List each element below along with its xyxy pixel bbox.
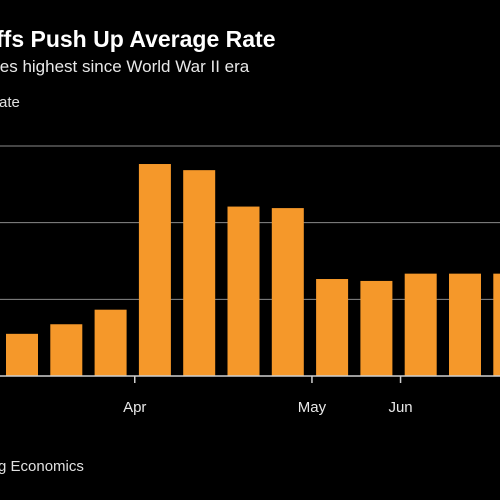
- bar: [316, 279, 349, 376]
- x-tick-label: Apr: [123, 399, 146, 416]
- y-axis-unit-label: rate: [0, 94, 20, 111]
- bar: [404, 273, 437, 376]
- source-note: rg Economics: [0, 458, 84, 475]
- bar: [94, 309, 127, 376]
- bar: [138, 164, 171, 376]
- bar: [227, 206, 260, 376]
- bar: [183, 170, 216, 376]
- x-axis: Apr May Jun: [0, 375, 500, 416]
- bar: [6, 333, 38, 376]
- bar: [449, 273, 481, 376]
- chart-subtitle: ies highest since World War II era: [0, 57, 250, 76]
- chart-title: ffs Push Up Average Rate: [0, 26, 276, 52]
- bar: [493, 273, 500, 376]
- bars: [6, 164, 500, 376]
- bar: [360, 280, 393, 376]
- bar: [271, 208, 304, 376]
- bar: [50, 324, 83, 376]
- x-tick-label: Jun: [388, 399, 412, 416]
- x-tick-label: May: [298, 399, 327, 416]
